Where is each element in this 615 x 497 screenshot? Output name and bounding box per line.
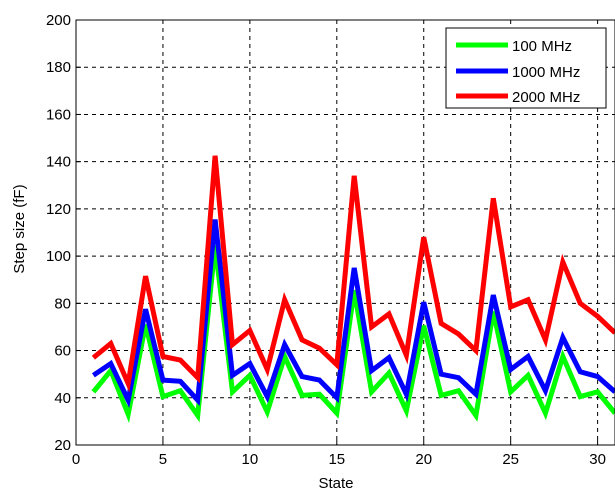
y-tick-label: 20	[54, 437, 71, 454]
y-tick-label: 160	[46, 106, 71, 123]
plot-frame	[75, 19, 615, 446]
series-line-1000mhz	[91, 219, 615, 409]
x-tick-label: 20	[415, 451, 432, 468]
y-tick-label: 80	[54, 295, 71, 312]
x-axis-label: State	[318, 475, 353, 492]
y-tick-label: 100	[46, 248, 71, 265]
legend: 100 MHz 1000 MHz 2000 MHz	[445, 27, 607, 109]
x-tick-label: 30	[589, 451, 606, 468]
x-tick-label: 15	[328, 451, 345, 468]
series-lines	[91, 155, 615, 424]
x-tick-label: 10	[242, 451, 259, 468]
y-axis-label: Step size (fF)	[11, 184, 28, 273]
y-tick-label: 200	[46, 12, 71, 29]
axis-ticks: 20 40 60 80 100 120 140 160 180 200 0 5 10 15 20 25 30	[46, 12, 606, 468]
legend-label-1000mhz: 1000 MHz	[512, 64, 580, 81]
y-tick-label: 120	[46, 201, 71, 218]
series-line-100mhz	[91, 245, 615, 424]
x-tick-label: 25	[502, 451, 519, 468]
y-tick-label: 60	[54, 343, 71, 360]
y-tick-label: 40	[54, 390, 71, 407]
x-tick-label: 0	[72, 451, 80, 468]
x-tick-label: 5	[159, 451, 167, 468]
legend-label-2000mhz: 2000 MHz	[512, 89, 580, 106]
legend-label-100mhz: 100 MHz	[512, 38, 572, 55]
y-tick-label: 180	[46, 59, 71, 76]
y-tick-label: 140	[46, 154, 71, 171]
series-line-2000mhz	[91, 155, 615, 393]
